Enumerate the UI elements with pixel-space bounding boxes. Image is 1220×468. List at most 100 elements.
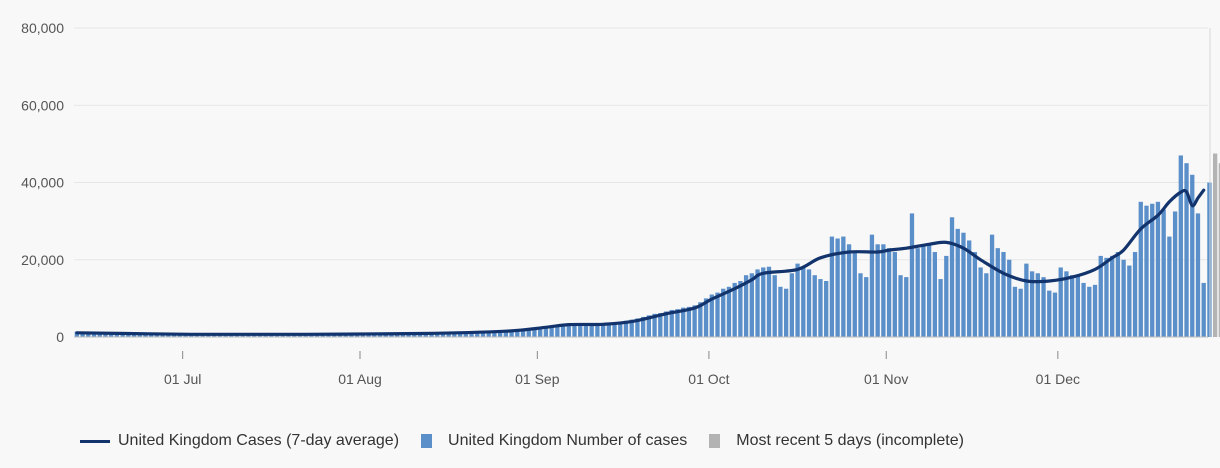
case-bar[interactable]: [429, 332, 434, 337]
case-bar[interactable]: [789, 273, 795, 337]
case-bar[interactable]: [560, 325, 566, 337]
case-bar[interactable]: [1001, 252, 1006, 337]
case-bar[interactable]: [1047, 290, 1052, 337]
case-bar[interactable]: [972, 252, 978, 337]
case-bar[interactable]: [1207, 182, 1212, 338]
case-bar[interactable]: [463, 332, 468, 337]
case-bar[interactable]: [457, 332, 463, 337]
case-bar[interactable]: [1201, 282, 1206, 337]
case-bar[interactable]: [515, 330, 520, 337]
case-bar[interactable]: [812, 275, 817, 337]
case-bar[interactable]: [738, 280, 743, 337]
case-bar[interactable]: [520, 330, 526, 337]
case-bar[interactable]: [1121, 259, 1126, 337]
case-bar[interactable]: [749, 273, 754, 337]
case-bar[interactable]: [1104, 257, 1109, 337]
case-bar[interactable]: [1075, 275, 1081, 337]
case-bar[interactable]: [1064, 271, 1069, 337]
case-bar[interactable]: [492, 331, 497, 337]
case-bar[interactable]: [469, 332, 474, 337]
case-bar[interactable]: [967, 240, 972, 337]
case-bar[interactable]: [1110, 255, 1115, 337]
case-bar[interactable]: [726, 286, 732, 337]
case-bar[interactable]: [435, 332, 440, 337]
case-bar[interactable]: [440, 332, 446, 337]
case-bar[interactable]: [932, 252, 938, 337]
case-bar[interactable]: [1081, 282, 1086, 337]
case-bar[interactable]: [612, 322, 617, 337]
case-bar[interactable]: [1155, 201, 1161, 337]
case-bar[interactable]: [1138, 201, 1143, 337]
case-bar[interactable]: [824, 280, 829, 337]
case-bar[interactable]: [909, 213, 915, 337]
case-bar[interactable]: [1190, 174, 1195, 337]
case-bar[interactable]: [1178, 155, 1183, 337]
case-bar[interactable]: [886, 248, 892, 337]
case-bar[interactable]: [892, 252, 897, 337]
case-bar[interactable]: [1115, 252, 1121, 337]
case-bar[interactable]: [480, 332, 486, 337]
case-bar[interactable]: [1041, 277, 1046, 337]
case-bar[interactable]: [1018, 288, 1023, 337]
case-bar[interactable]: [783, 288, 789, 337]
case-bar[interactable]: [835, 238, 840, 337]
case-bar[interactable]: [1029, 271, 1035, 337]
case-bar[interactable]: [898, 275, 903, 337]
case-bar[interactable]: [1092, 284, 1098, 337]
case-bar[interactable]: [1167, 236, 1172, 337]
case-bar[interactable]: [475, 332, 480, 337]
case-bar[interactable]: [446, 332, 451, 337]
case-bar[interactable]: [652, 313, 657, 337]
case-bar[interactable]: [801, 267, 806, 337]
case-bar[interactable]: [881, 244, 886, 337]
case-bar[interactable]: [955, 228, 960, 337]
case-bar[interactable]: [1184, 163, 1189, 337]
case-bar[interactable]: [635, 318, 640, 337]
incomplete-bar[interactable]: [1218, 163, 1220, 337]
case-bar[interactable]: [978, 267, 983, 337]
case-bar[interactable]: [692, 305, 697, 337]
case-bar[interactable]: [1161, 209, 1166, 337]
case-bar[interactable]: [623, 320, 629, 337]
case-bar[interactable]: [606, 322, 611, 337]
case-bar[interactable]: [629, 319, 634, 337]
case-bar[interactable]: [497, 331, 503, 337]
case-bar[interactable]: [543, 327, 549, 337]
case-bar[interactable]: [795, 263, 800, 337]
case-bar[interactable]: [864, 277, 869, 337]
case-bar[interactable]: [526, 330, 531, 337]
case-bar[interactable]: [549, 326, 554, 337]
case-bar[interactable]: [852, 252, 857, 337]
case-bar[interactable]: [578, 323, 583, 337]
case-bar[interactable]: [926, 244, 932, 337]
case-bar[interactable]: [1024, 263, 1029, 337]
case-bar[interactable]: [715, 292, 720, 337]
case-bar[interactable]: [846, 244, 852, 337]
case-bar[interactable]: [646, 315, 652, 337]
case-bar[interactable]: [732, 282, 737, 337]
case-bar[interactable]: [869, 234, 875, 337]
case-bar[interactable]: [1069, 275, 1075, 337]
case-bar[interactable]: [503, 331, 509, 337]
case-bar[interactable]: [1172, 211, 1178, 337]
case-bar[interactable]: [761, 267, 766, 337]
case-bar[interactable]: [509, 331, 514, 337]
case-bar[interactable]: [743, 275, 749, 337]
case-bar[interactable]: [1012, 286, 1018, 337]
case-bar[interactable]: [875, 244, 880, 337]
case-bar[interactable]: [538, 328, 543, 337]
case-bar[interactable]: [858, 273, 863, 337]
case-bar[interactable]: [806, 269, 812, 337]
case-bar[interactable]: [452, 332, 457, 337]
case-bar[interactable]: [949, 217, 955, 337]
case-bar[interactable]: [423, 333, 428, 337]
case-bar[interactable]: [486, 331, 491, 337]
case-bar[interactable]: [989, 234, 995, 337]
case-bar[interactable]: [583, 323, 589, 337]
case-bar[interactable]: [555, 325, 560, 337]
case-bar[interactable]: [778, 286, 783, 337]
case-bar[interactable]: [686, 306, 692, 337]
case-bar[interactable]: [995, 248, 1000, 337]
case-bar[interactable]: [818, 279, 823, 337]
case-bar[interactable]: [589, 323, 594, 337]
